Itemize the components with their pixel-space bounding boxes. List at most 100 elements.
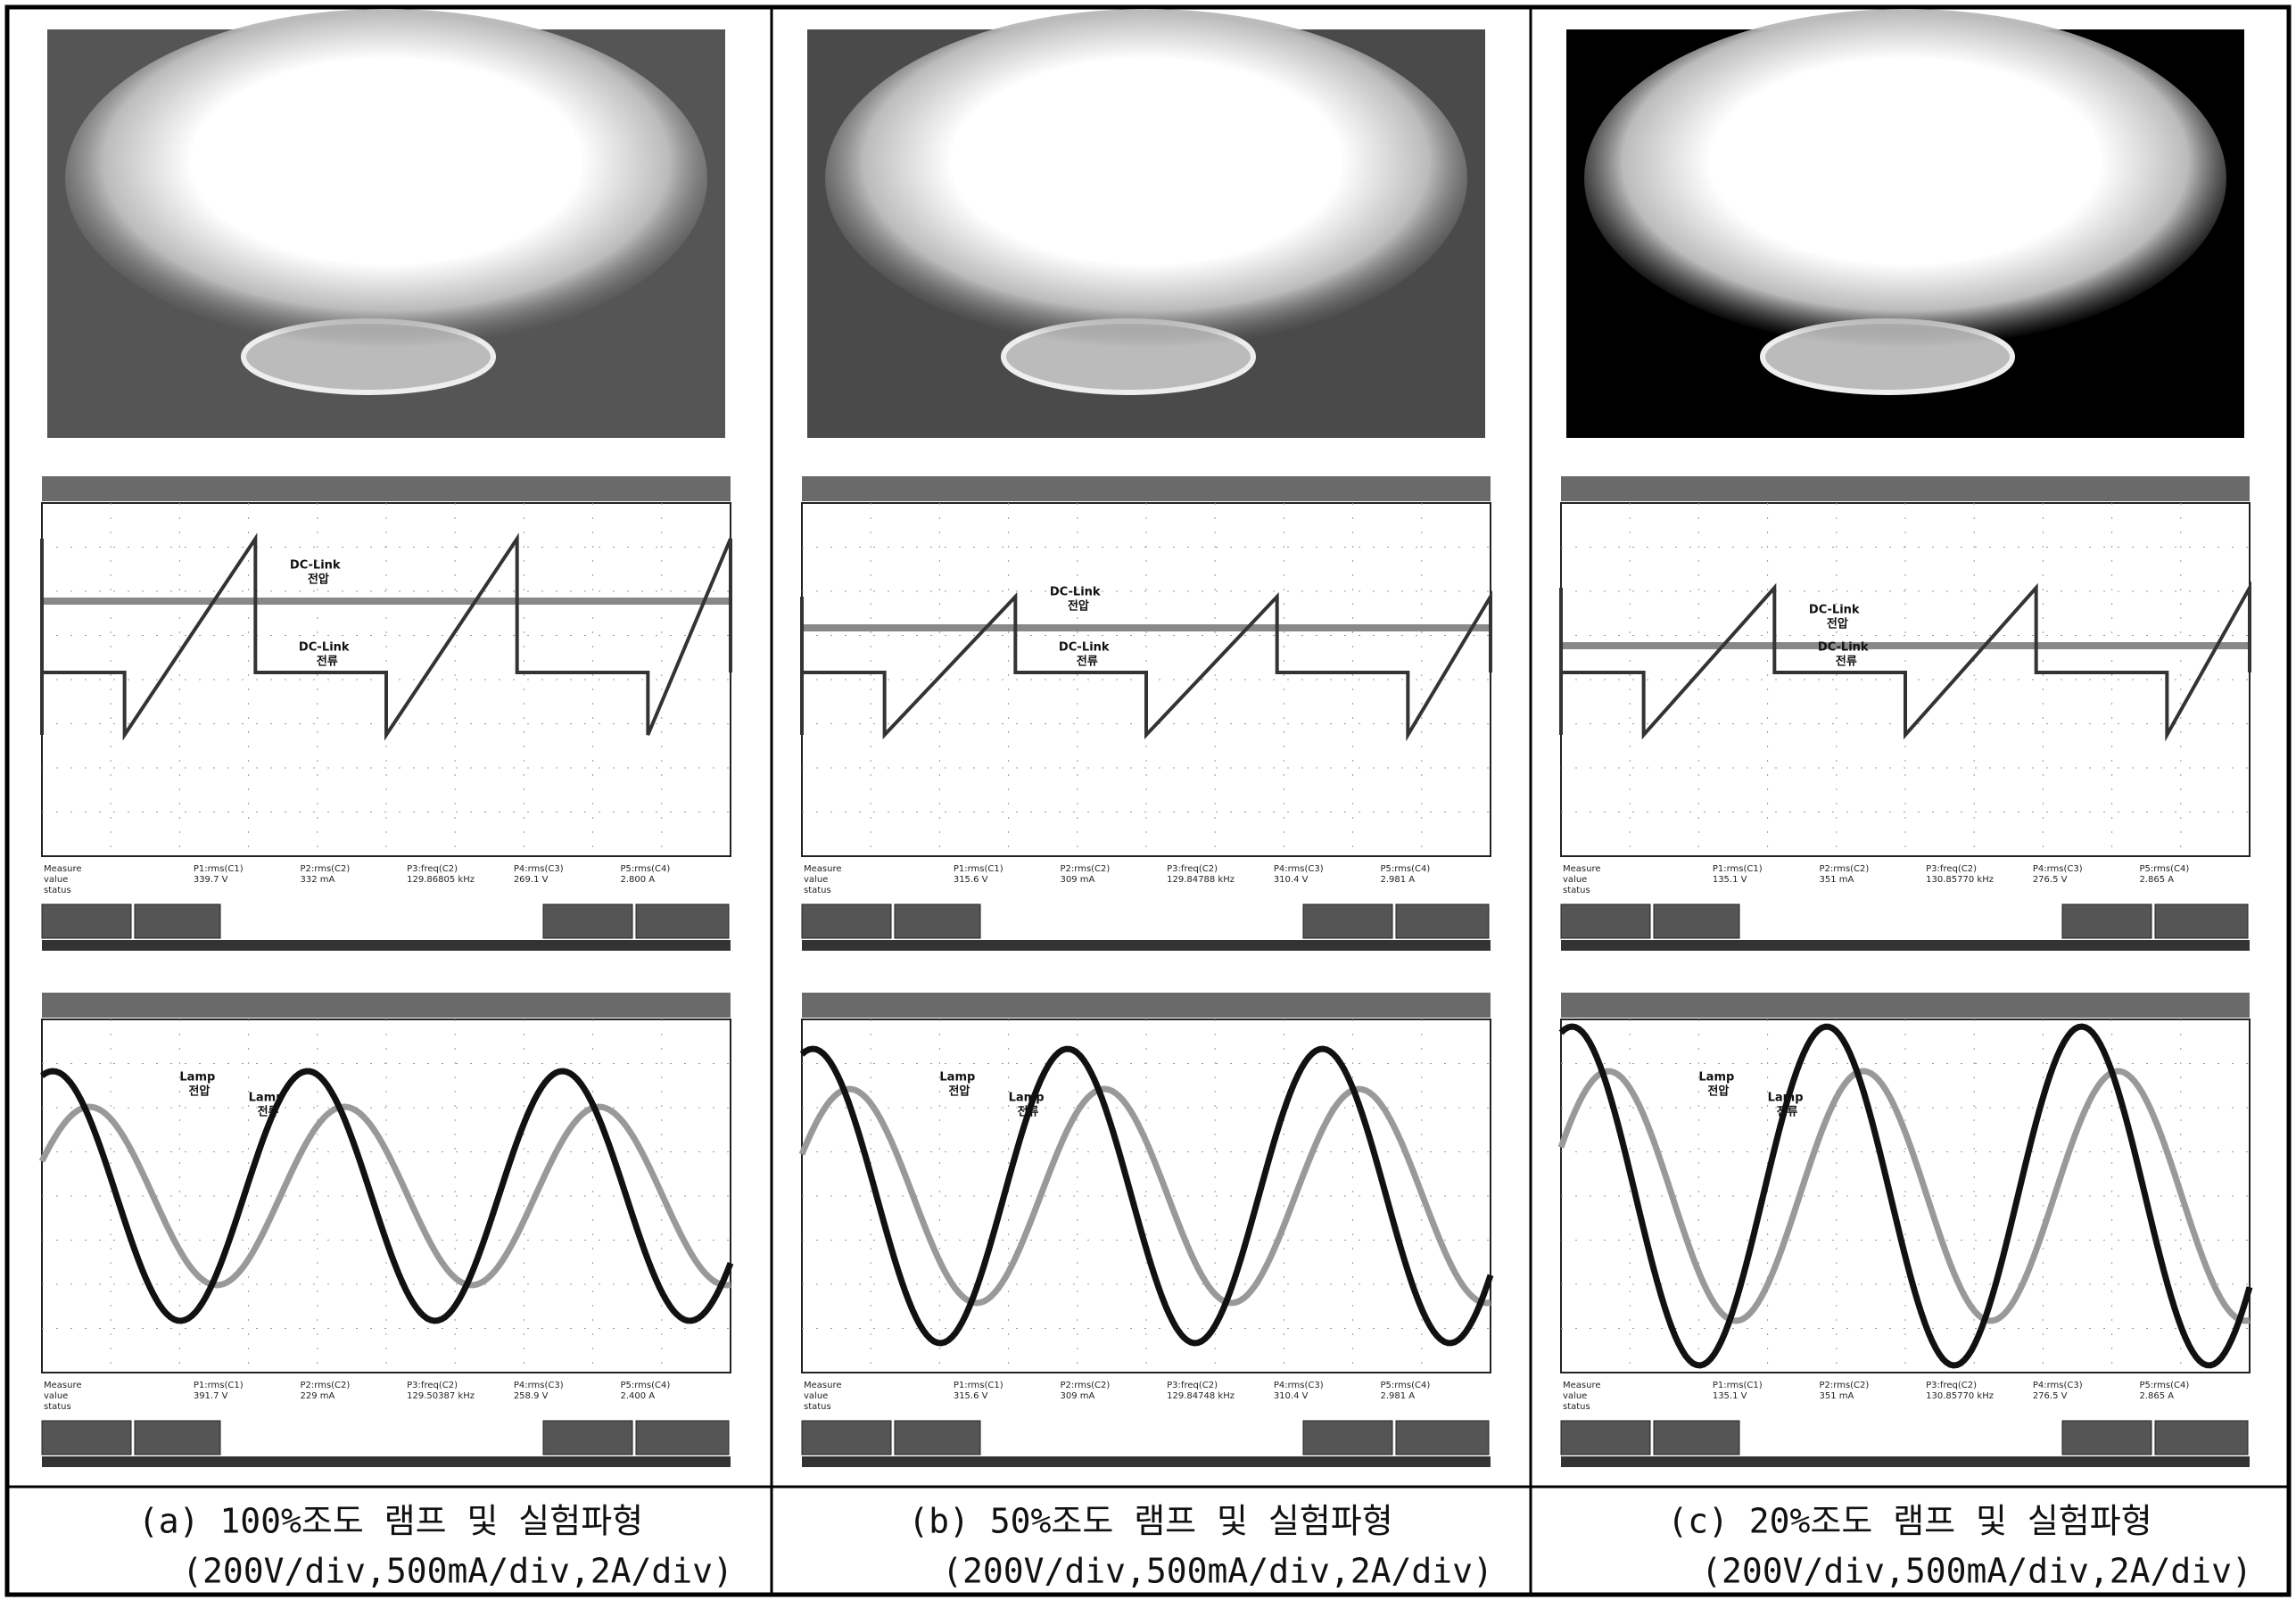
dc-link-label: 전류 [317, 655, 338, 669]
measure-label: status [44, 886, 71, 895]
dc-link-label: 전류 [1836, 655, 1857, 669]
dc-link-label: DC-Link [290, 559, 341, 573]
measure-label: Measure [804, 864, 842, 874]
menu-bar [802, 476, 1491, 501]
measure-param: P1:rms(C1) [1713, 864, 1763, 874]
measure-param: P2:rms(C2) [1820, 1381, 1870, 1390]
measure-label: status [804, 886, 831, 895]
measure-param: P5:rms(C4) [1380, 1381, 1430, 1390]
scope-button [1561, 1421, 1650, 1455]
lamp-label: 전압 [188, 1085, 210, 1099]
dc-link-label: DC-Link [1809, 604, 1860, 617]
measure-param: P2:rms(C2) [1061, 1381, 1111, 1390]
measure-value: 339.7 V [194, 875, 228, 885]
scope-button [2062, 904, 2151, 938]
lamp-glow [825, 9, 1467, 348]
measure-param: P1:rms(C1) [194, 1381, 244, 1390]
measure-label: Measure [44, 864, 82, 874]
scope-button [1303, 904, 1392, 938]
measure-param: P5:rms(C4) [620, 1381, 670, 1390]
measure-param: P3:freq(C2) [407, 1381, 458, 1390]
menu-bar [1561, 476, 2250, 501]
measure-param: P4:rms(C3) [514, 1381, 564, 1390]
measure-label: status [1563, 886, 1590, 895]
measure-param: P5:rms(C4) [2139, 864, 2189, 874]
measure-value: 351 mA [1820, 875, 1854, 885]
caption: (b) 50%조도 램프 및 실험파형 [908, 1502, 1392, 1541]
scope-button [1396, 1421, 1489, 1455]
dc-link-label: 전압 [308, 573, 329, 587]
lamp-glow [65, 9, 707, 348]
measure-label: value [804, 875, 828, 885]
measure-value: 135.1 V [1713, 875, 1747, 885]
lamp-label: 전류 [1777, 1105, 1798, 1119]
status-bar [1561, 940, 2250, 951]
lamp-label: Lamp [939, 1071, 975, 1085]
measure-param: P4:rms(C3) [2033, 1381, 2083, 1390]
measure-value: 276.5 V [2033, 1391, 2068, 1401]
scope-button [135, 904, 220, 938]
measure-label: Measure [1563, 1381, 1601, 1390]
status-bar [802, 940, 1491, 951]
measure-param: P4:rms(C3) [2033, 864, 2083, 874]
scope-button [636, 904, 729, 938]
dc-link-label: DC-Link [1059, 641, 1110, 655]
scope-button [543, 904, 632, 938]
menu-bar [802, 993, 1491, 1018]
caption-units: (200V/div,500mA/div,2A/div) [942, 1552, 1493, 1591]
scope-button [1561, 904, 1650, 938]
scope-button [895, 1421, 980, 1455]
measure-param: P2:rms(C2) [301, 864, 351, 874]
measure-value: 315.6 V [954, 1391, 988, 1401]
scope-button [1396, 904, 1489, 938]
measure-param: P5:rms(C4) [1380, 864, 1430, 874]
dc-link-label: DC-Link [299, 641, 350, 655]
scope-button [802, 1421, 891, 1455]
measure-param: P2:rms(C2) [1061, 864, 1111, 874]
scope-button [2155, 1421, 2248, 1455]
measure-param: P1:rms(C1) [954, 864, 1003, 874]
panel: DC-Link전압DC-Link전류MeasurevaluestatusP1:r… [802, 9, 1493, 1591]
measure-value: 229 mA [301, 1391, 335, 1401]
measure-param: P4:rms(C3) [1274, 1381, 1324, 1390]
menu-bar [42, 993, 731, 1018]
measure-value: 129.84788 kHz [1167, 875, 1235, 885]
measure-value: 135.1 V [1713, 1391, 1747, 1401]
dc-link-label: 전압 [1827, 617, 1848, 631]
dc-link-label: 전류 [1077, 655, 1098, 669]
scope-button [636, 1421, 729, 1455]
measure-param: P1:rms(C1) [954, 1381, 1003, 1390]
measure-value: 2.981 A [1380, 1391, 1415, 1401]
lamp-glow [1584, 9, 2226, 348]
lamp-label: 전류 [258, 1105, 279, 1119]
lamp-label: Lamp [1009, 1092, 1045, 1105]
caption-units: (200V/div,500mA/div,2A/div) [182, 1552, 733, 1591]
scope-button [1654, 904, 1739, 938]
lamp-label: 전압 [1707, 1085, 1729, 1099]
caption: (c) 20%조도 램프 및 실험파형 [1667, 1502, 2151, 1541]
scope-button [2155, 904, 2248, 938]
measure-value: 315.6 V [954, 875, 988, 885]
dc-link-label: 전압 [1068, 599, 1089, 614]
measure-value: 269.1 V [514, 875, 549, 885]
measure-value: 129.50387 kHz [407, 1391, 475, 1401]
measure-param: P5:rms(C4) [620, 864, 670, 874]
measure-param: P4:rms(C3) [514, 864, 564, 874]
measure-param: P1:rms(C1) [194, 864, 244, 874]
dc-link-label: DC-Link [1050, 586, 1101, 599]
measure-label: Measure [1563, 864, 1601, 874]
measure-value: 309 mA [1061, 875, 1095, 885]
measure-value: 391.7 V [194, 1391, 228, 1401]
measure-label: value [1563, 875, 1587, 885]
status-bar [802, 1456, 1491, 1467]
measure-label: Measure [44, 1381, 82, 1390]
measure-param: P4:rms(C3) [1274, 864, 1324, 874]
scope-button [802, 904, 891, 938]
menu-bar [42, 476, 731, 501]
figure: DC-Link전압DC-Link전류MeasurevaluestatusP1:r… [0, 0, 2296, 1600]
scope-button [42, 904, 131, 938]
measure-value: 130.85770 kHz [1926, 1391, 1994, 1401]
measure-value: 258.9 V [514, 1391, 549, 1401]
measure-value: 129.86805 kHz [407, 875, 475, 885]
measure-param: P3:freq(C2) [1167, 864, 1218, 874]
